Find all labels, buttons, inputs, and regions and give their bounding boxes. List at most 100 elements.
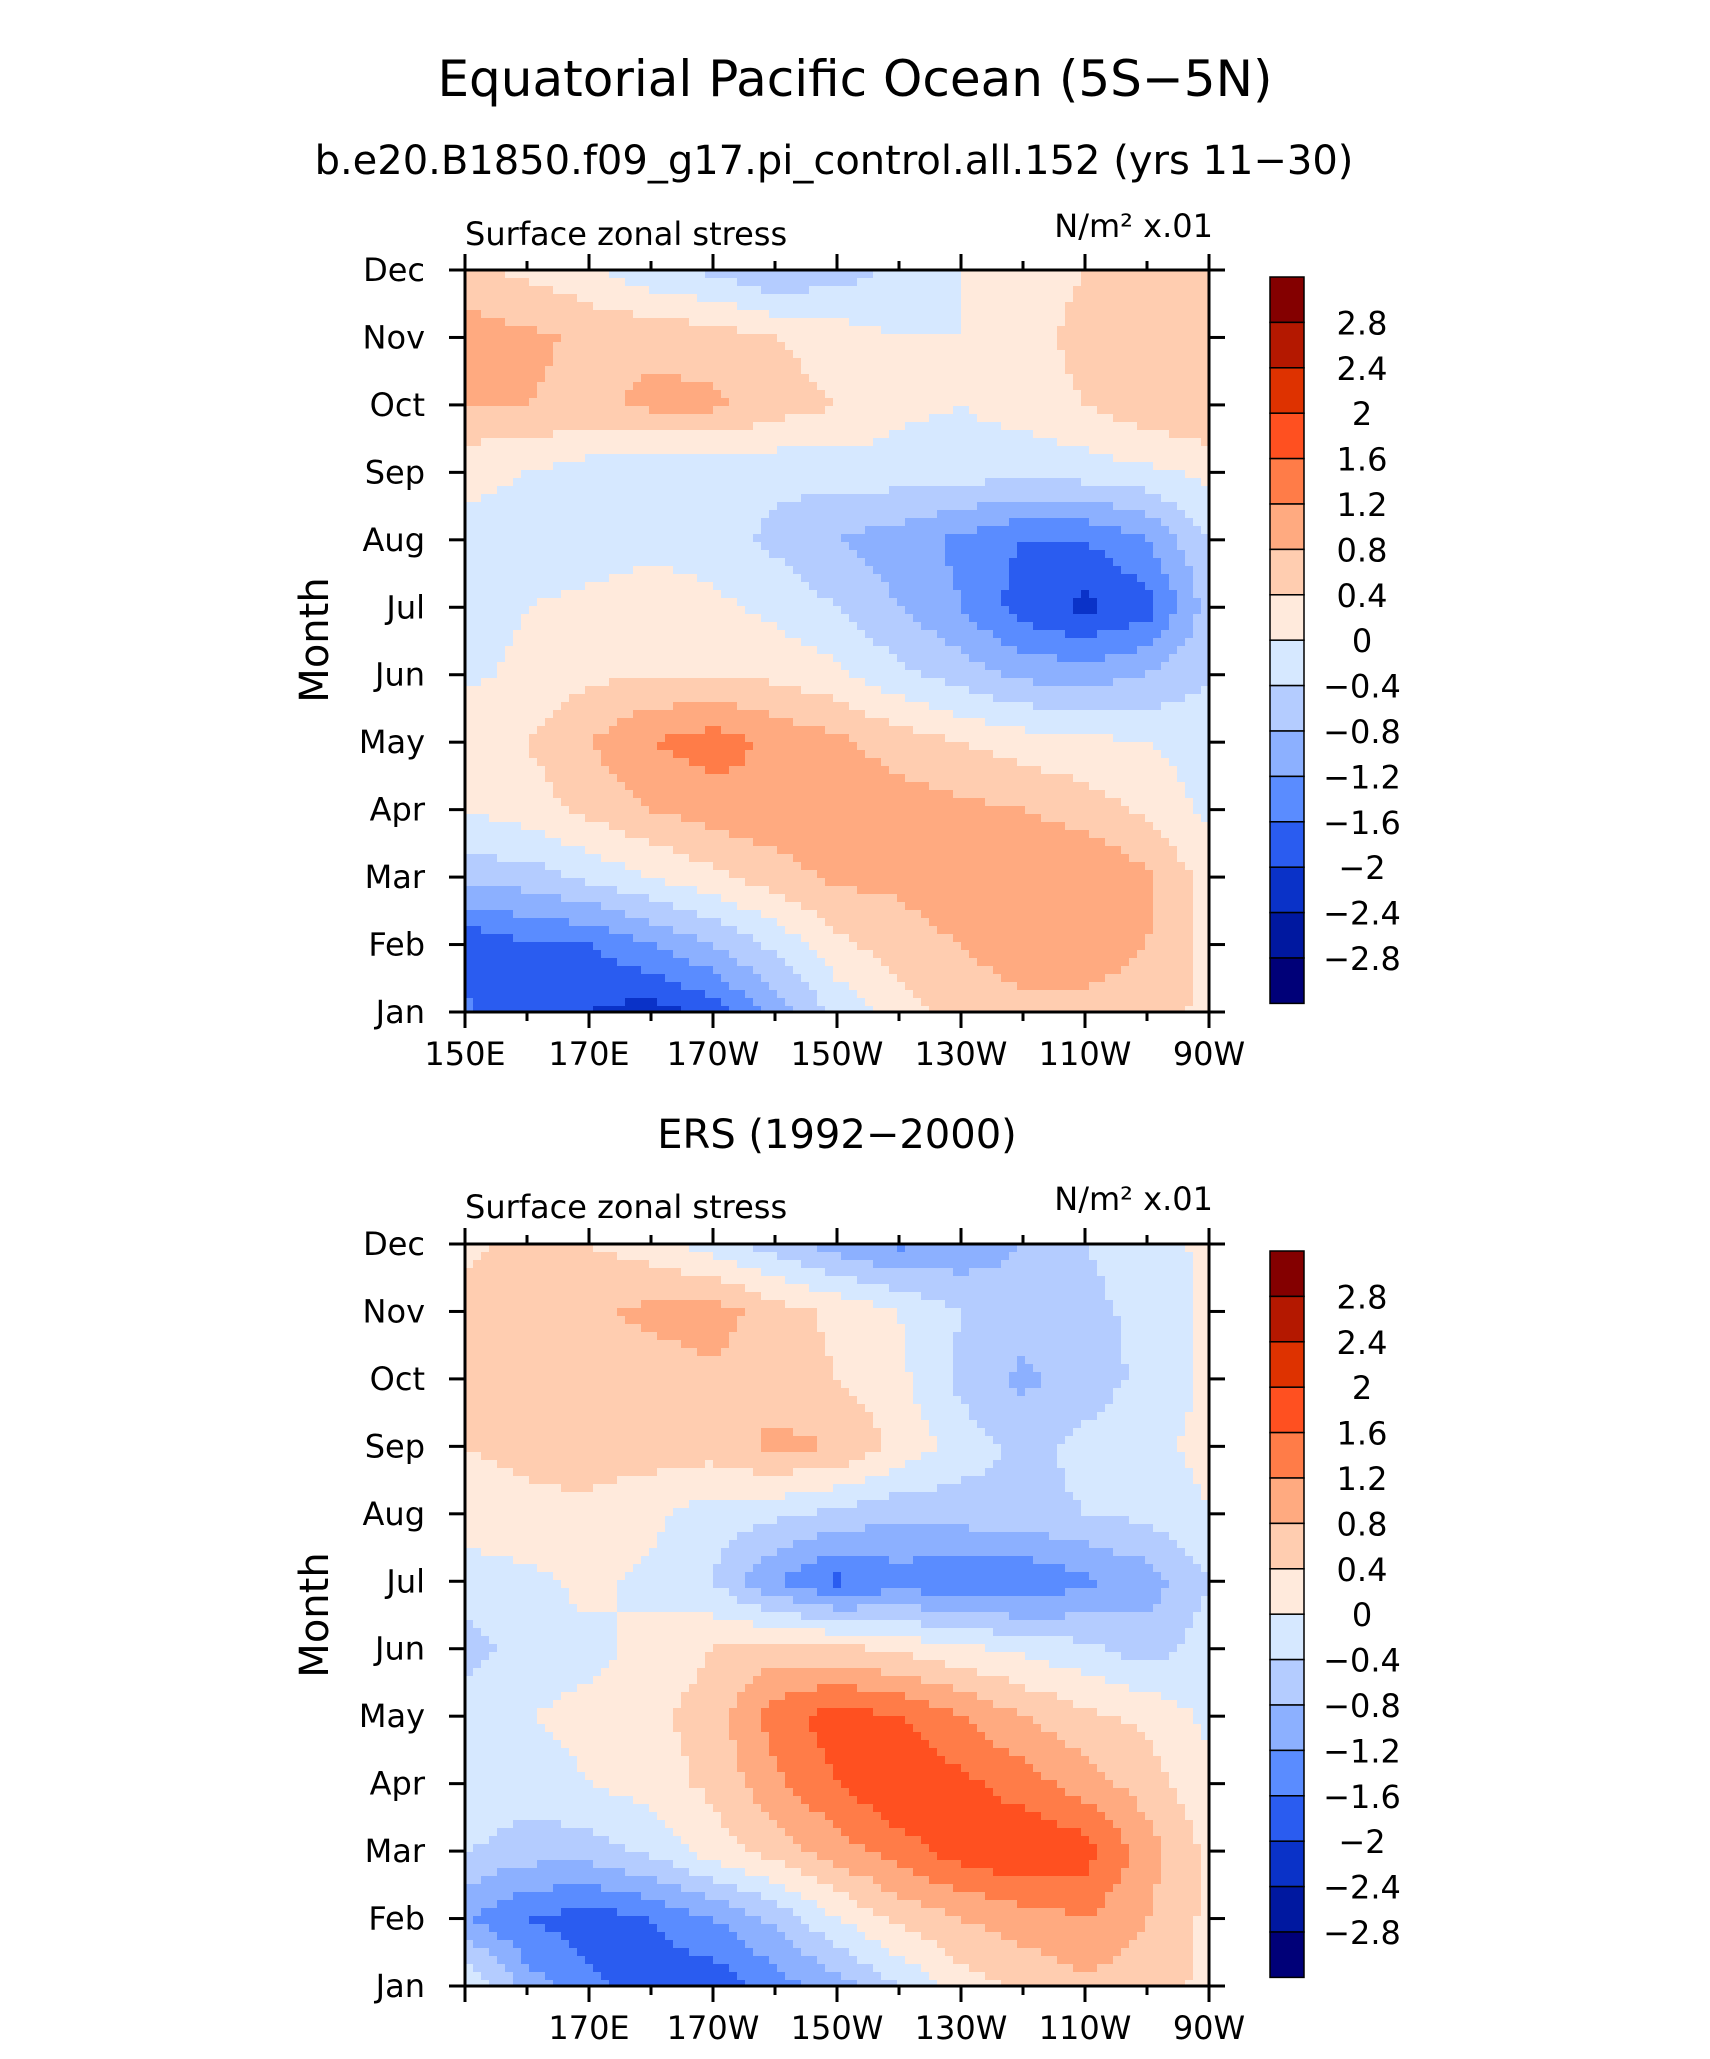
field-cell	[553, 366, 562, 375]
field-cell	[945, 470, 954, 479]
field-cell	[913, 478, 922, 487]
field-cell	[993, 654, 1002, 663]
field-cell	[1161, 678, 1170, 687]
field-cell	[1145, 590, 1154, 599]
field-cell	[1041, 334, 1050, 343]
field-cell	[1033, 598, 1042, 607]
field-cell	[481, 558, 490, 567]
field-cell	[545, 326, 554, 335]
field-cell	[657, 438, 666, 447]
field-cell	[833, 334, 842, 343]
field-cell	[761, 526, 770, 535]
field-cell	[993, 438, 1002, 447]
field-cell	[561, 454, 570, 463]
field-cell	[593, 286, 602, 295]
field-cell	[1097, 638, 1106, 647]
field-cell	[1017, 326, 1026, 335]
field-cell	[785, 294, 794, 303]
field-cell	[841, 478, 850, 487]
field-cell	[1137, 502, 1146, 511]
field-cell	[1057, 662, 1066, 671]
field-cell	[1065, 270, 1074, 279]
field-cell	[537, 390, 546, 399]
field-cell	[881, 270, 890, 279]
field-cell	[1065, 654, 1074, 663]
field-cell	[873, 286, 882, 295]
field-cell	[545, 670, 554, 679]
field-cell	[705, 486, 714, 495]
field-cell	[1129, 614, 1138, 623]
field-cell	[1193, 398, 1202, 407]
field-cell	[913, 694, 922, 703]
field-cell	[673, 454, 682, 463]
field-cell	[601, 598, 610, 607]
field-cell	[513, 638, 522, 647]
field-cell	[1009, 454, 1018, 463]
field-cell	[1065, 326, 1074, 335]
field-cell	[585, 550, 594, 559]
field-cell	[817, 462, 826, 471]
field-cell	[1081, 678, 1090, 687]
field-cell	[1129, 398, 1138, 407]
field-cell	[665, 478, 674, 487]
field-cell	[505, 686, 514, 695]
field-cell	[753, 598, 762, 607]
field-cell	[1097, 542, 1106, 551]
field-cell	[465, 598, 474, 607]
field-cell	[945, 558, 954, 567]
field-cell	[1121, 270, 1130, 279]
field-cell	[681, 598, 690, 607]
field-cell	[721, 646, 730, 655]
field-cell	[929, 374, 938, 383]
field-cell	[1193, 686, 1202, 695]
field-cell	[1001, 294, 1010, 303]
field-cell	[1073, 598, 1082, 607]
field-cell	[713, 390, 722, 399]
field-cell	[721, 270, 730, 279]
field-cell	[681, 694, 690, 703]
field-cell	[481, 510, 490, 519]
field-cell	[689, 398, 698, 407]
field-cell	[689, 334, 698, 343]
field-cell	[657, 550, 666, 559]
field-cell	[825, 374, 834, 383]
field-cell	[585, 350, 594, 359]
field-cell	[913, 310, 922, 319]
field-cell	[1073, 670, 1082, 679]
field-cell	[857, 414, 866, 423]
field-cell	[729, 430, 738, 439]
field-cell	[1089, 494, 1098, 503]
field-cell	[481, 342, 490, 351]
field-cell	[929, 582, 938, 591]
field-cell	[921, 638, 930, 647]
field-cell	[657, 630, 666, 639]
field-cell	[881, 646, 890, 655]
field-cell	[625, 518, 634, 527]
field-cell	[545, 414, 554, 423]
field-cell	[1121, 390, 1130, 399]
field-cell	[473, 494, 482, 503]
field-cell	[1097, 334, 1106, 343]
field-cell	[617, 358, 626, 367]
field-cell	[489, 566, 498, 575]
field-cell	[1009, 390, 1018, 399]
field-cell	[1097, 310, 1106, 319]
field-cell	[545, 358, 554, 367]
field-cell	[905, 350, 914, 359]
field-cell	[881, 582, 890, 591]
field-cell	[1025, 534, 1034, 543]
field-cell	[601, 654, 610, 663]
field-cell	[521, 326, 530, 335]
field-cell	[825, 382, 834, 391]
field-cell	[833, 662, 842, 671]
field-cell	[1073, 662, 1082, 671]
field-cell	[857, 406, 866, 415]
field-cell	[841, 662, 850, 671]
field-cell	[1137, 670, 1146, 679]
field-cell	[737, 558, 746, 567]
field-cell	[1177, 326, 1186, 335]
field-cell	[849, 694, 858, 703]
field-cell	[1137, 646, 1146, 655]
field-cell	[673, 366, 682, 375]
field-cell	[921, 614, 930, 623]
